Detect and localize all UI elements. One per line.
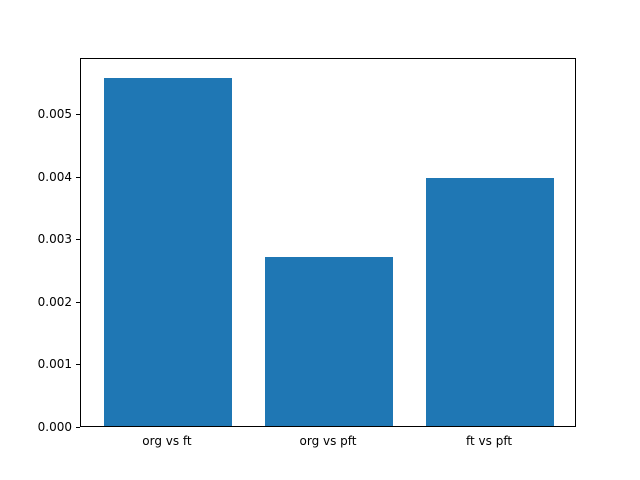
bar-ft-vs-pft <box>425 178 555 426</box>
y-tick-mark <box>76 301 80 303</box>
y-tick-label: 0.005 <box>37 107 72 122</box>
y-tick-mark <box>76 364 80 366</box>
plot-area <box>80 58 576 427</box>
y-tick-label: 0.004 <box>37 169 72 184</box>
x-tick-label: ft vs pft <box>466 434 513 448</box>
y-tick-label: 0.001 <box>37 357 72 372</box>
y-tick-mark <box>76 239 80 241</box>
bar-org-vs-pft <box>264 256 394 426</box>
y-tick-mark <box>76 176 80 178</box>
y-tick-label: 0.002 <box>37 294 72 309</box>
y-tick-mark <box>76 114 80 116</box>
y-tick-mark <box>76 427 80 428</box>
y-tick-label: 0.000 <box>37 420 72 434</box>
x-tick-label: org vs pft <box>299 434 357 448</box>
bar-org-vs-ft <box>103 77 233 426</box>
x-tick-label: org vs ft <box>142 434 192 448</box>
y-tick-label: 0.003 <box>37 232 72 247</box>
